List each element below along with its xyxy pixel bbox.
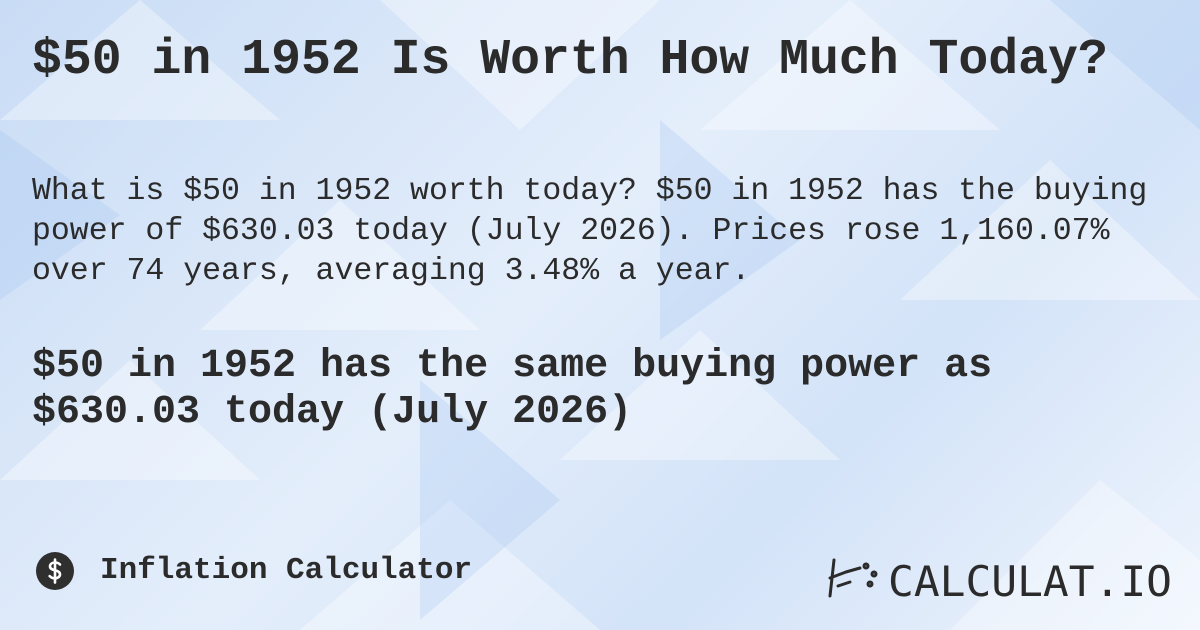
summary: What is $50 in 1952 worth today? $50 in … [32, 174, 1148, 289]
highlight: $50 in 1952 has the same buying power as… [32, 344, 993, 435]
brand-logo: CALCULAT.IO [828, 557, 1172, 602]
calculator-label: Inflation Calculator [100, 553, 473, 588]
dollar-icon [36, 552, 74, 590]
title: $50 in 1952 Is Worth How Much Today? [32, 32, 1108, 88]
brand-name: CALCULAT.IO [888, 557, 1172, 602]
